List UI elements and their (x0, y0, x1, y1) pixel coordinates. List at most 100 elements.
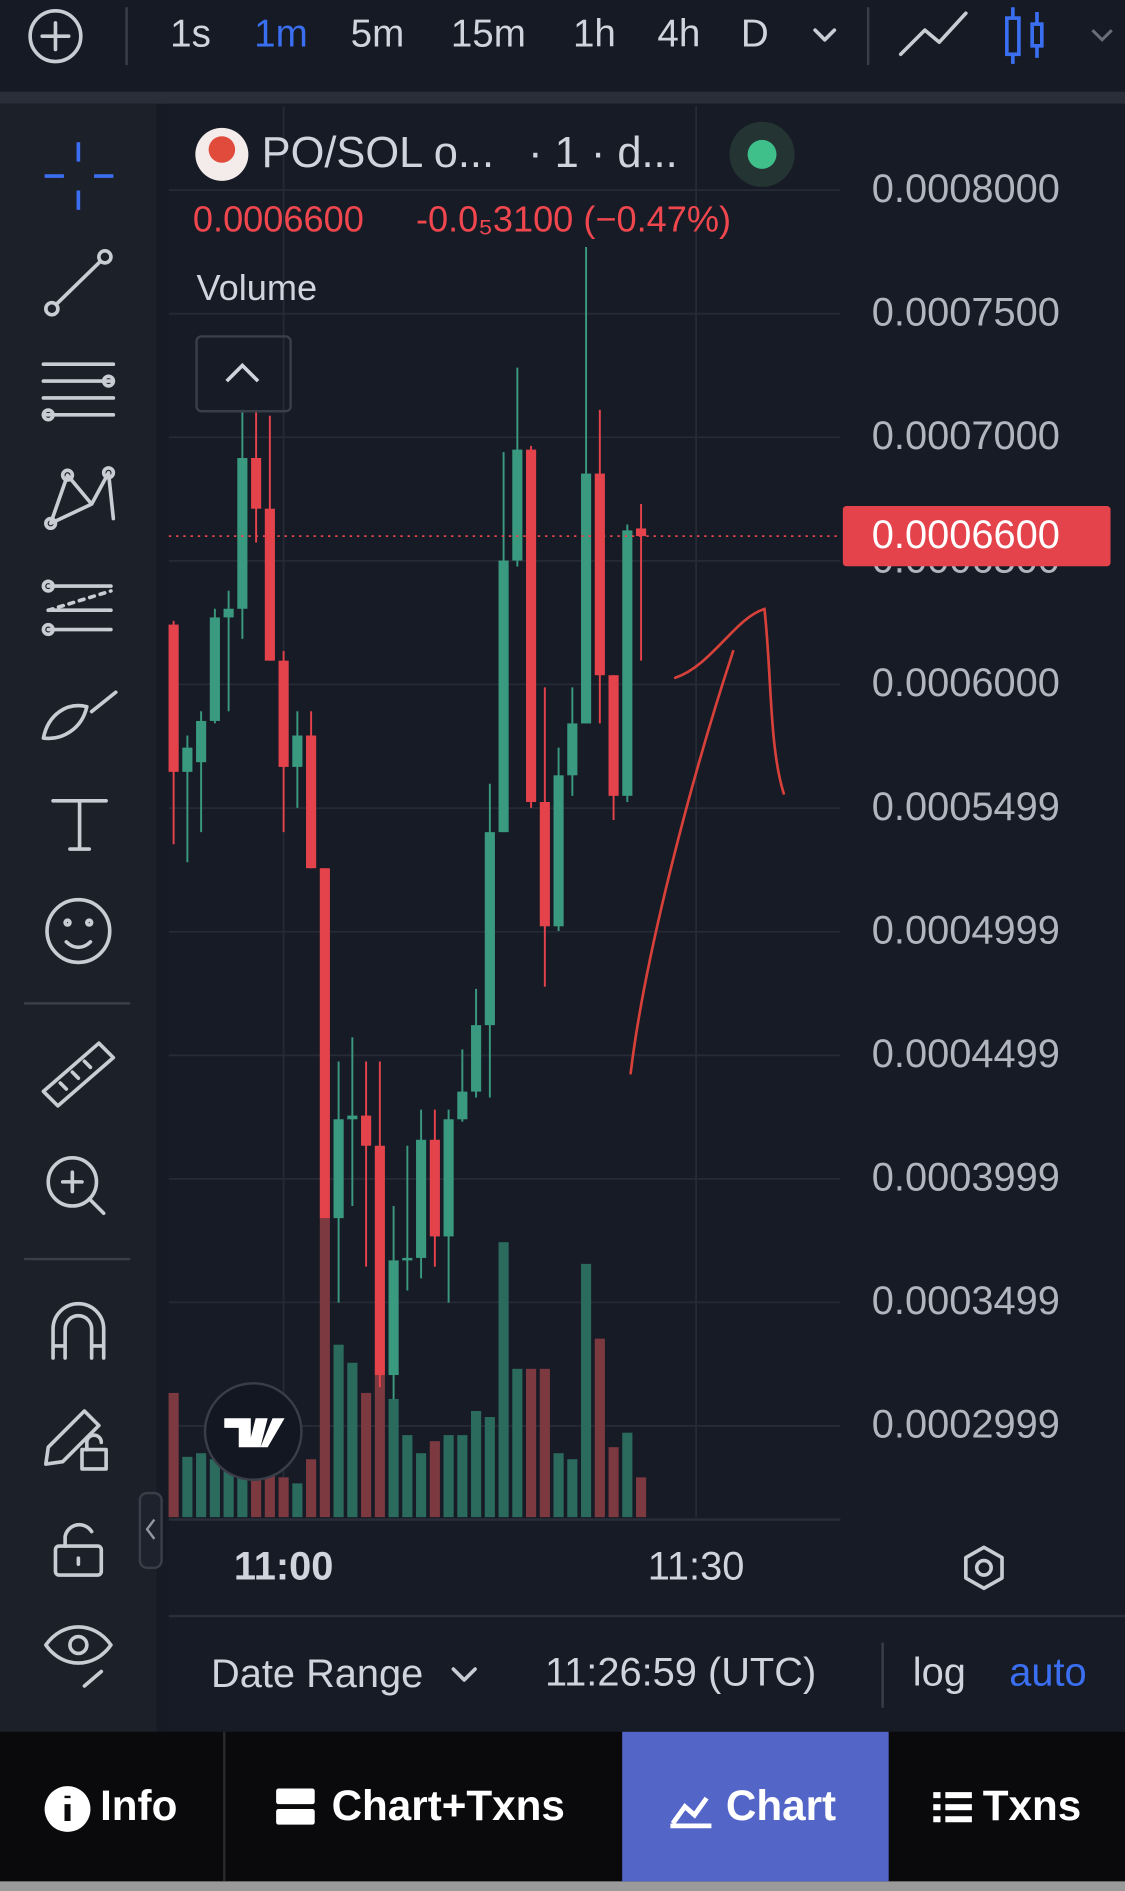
projection-tool[interactable] (41, 579, 113, 637)
volume-bar (209, 1459, 220, 1518)
symbol-subtitle: · 1 · d... (528, 129, 678, 177)
line-chart-icon[interactable] (898, 11, 968, 57)
interval-button[interactable]: 5m (351, 12, 405, 55)
candle-body (429, 1139, 440, 1237)
crosshair-tool[interactable] (44, 142, 114, 210)
lock-drawings-tool[interactable] (44, 1409, 108, 1471)
volume-bar (416, 1453, 427, 1518)
candle-body (553, 775, 564, 927)
volume-bar (608, 1447, 619, 1518)
candle-body (278, 660, 289, 767)
tab-label[interactable]: Chart (726, 1782, 836, 1829)
left-toolbar (0, 103, 157, 1732)
volume-bar (539, 1368, 550, 1518)
volume-bar (306, 1459, 317, 1518)
visibility-tool[interactable] (44, 1625, 113, 1688)
add-button[interactable] (28, 9, 83, 64)
volume-bar (292, 1483, 303, 1518)
pattern-tool[interactable] (44, 466, 116, 531)
candle-body (526, 449, 537, 802)
top-bar: 1s 1m 5m 15m 1h 4h D (28, 7, 1113, 66)
interval-dropdown[interactable] (813, 28, 837, 42)
trend-line-tool[interactable] (44, 249, 113, 317)
zoom-tool[interactable] (46, 1155, 106, 1216)
interval-button[interactable]: 1s (170, 12, 211, 55)
texts: PO/SOL o... · 1 · d... 0.0006600 -0.0₅31… (193, 129, 1087, 1696)
add-icon (40, 21, 71, 52)
y-tick-label: 0.0008000 (872, 167, 1060, 211)
volume-label: Volume (197, 267, 318, 308)
candle-icon[interactable] (1005, 7, 1044, 64)
candle-body (416, 1139, 427, 1258)
tab-label[interactable]: Info (100, 1782, 177, 1829)
emoji-tool[interactable] (45, 897, 112, 965)
volume-bar (278, 1477, 289, 1518)
volume-bar (594, 1338, 605, 1518)
brush-tool[interactable] (41, 690, 118, 741)
candle-body (539, 801, 550, 927)
split-icon (276, 1788, 315, 1825)
candle-body (636, 528, 647, 537)
candle-body (608, 675, 619, 796)
interval-button[interactable]: 4h (657, 12, 700, 55)
y-tick-label: 0.0003499 (872, 1279, 1060, 1323)
candle-body (498, 560, 509, 833)
active-tab[interactable] (622, 1731, 889, 1882)
collapse-handle[interactable] (138, 1491, 163, 1569)
candle-body (237, 458, 248, 609)
chart-type-dropdown[interactable] (1091, 29, 1113, 42)
volume-bar (402, 1435, 413, 1518)
legend-collapse-arrow (225, 362, 260, 383)
candle-body (319, 868, 330, 1219)
candle-body (209, 617, 220, 721)
tab-label[interactable]: Chart+Txns (332, 1782, 565, 1829)
interval-button[interactable]: 1h (573, 12, 616, 55)
auto-toggle[interactable]: auto (1009, 1651, 1086, 1695)
last-price-label: 0.0006600 (872, 513, 1060, 557)
candle-body (388, 1260, 399, 1376)
interval-button[interactable]: 1m (254, 12, 308, 55)
candle-body (168, 624, 179, 772)
volume-bar (182, 1456, 193, 1518)
candle-body (402, 1257, 413, 1261)
interval-button[interactable]: D (741, 12, 769, 55)
y-tick-label: 0.0006000 (872, 661, 1060, 705)
candle-body (581, 473, 592, 724)
text-tool[interactable] (51, 798, 108, 851)
volume-bar (567, 1459, 578, 1518)
candle-body (333, 1119, 344, 1219)
settings-button[interactable] (964, 1545, 1004, 1591)
hand-drawn-arrow (629, 607, 786, 1075)
bottom-strip (0, 1881, 1125, 1891)
candle-body (567, 723, 578, 776)
chart-icon (670, 1796, 712, 1829)
volume-bar (471, 1411, 482, 1518)
candle-body (443, 1119, 454, 1237)
volume-bar (361, 1392, 372, 1518)
tab-label[interactable]: Txns (983, 1782, 1081, 1829)
volume-bar (457, 1435, 468, 1518)
plot: 0.0006600 (168, 246, 1111, 1518)
candle-body (594, 473, 605, 676)
volume-bar (347, 1362, 358, 1518)
log-toggle[interactable]: log (913, 1651, 966, 1695)
y-tick-label: 0.0007500 (872, 290, 1060, 334)
volume-bar (622, 1432, 633, 1518)
volume-bar (319, 1218, 330, 1518)
last-price-box (842, 505, 1111, 567)
y-tick-label: 0.0004999 (872, 908, 1060, 952)
ruler-tool[interactable] (41, 1041, 116, 1108)
fib-tool[interactable] (41, 362, 116, 422)
y-tick-label: 0.0004499 (872, 1032, 1060, 1076)
date-range[interactable]: Date Range (211, 1652, 423, 1696)
lock-tool[interactable] (53, 1522, 104, 1577)
volume-bar (168, 1392, 179, 1518)
interval-button[interactable]: 15m (451, 12, 526, 55)
candle-body (264, 508, 275, 661)
legend-collapse[interactable] (195, 335, 292, 413)
magnet-tool[interactable] (51, 1301, 106, 1360)
chart-overlay (168, 121, 1125, 1708)
candle-body (512, 449, 523, 561)
